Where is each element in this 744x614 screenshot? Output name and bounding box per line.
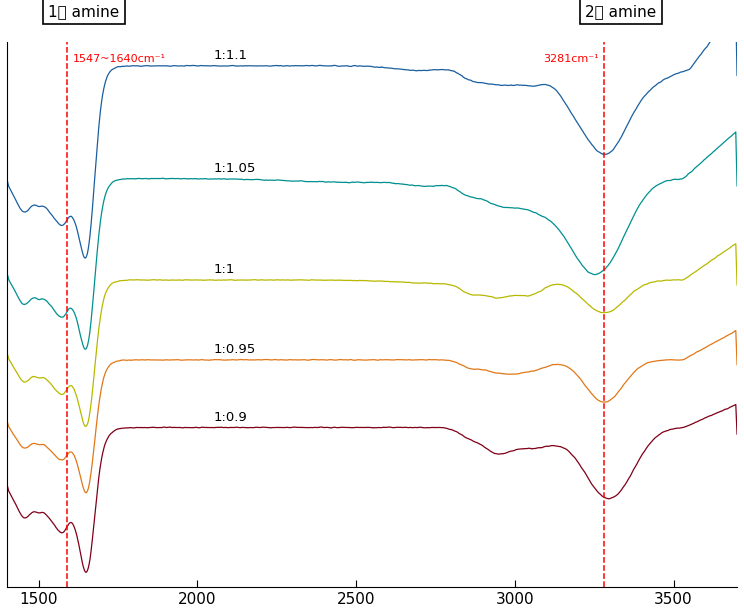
Text: 3281cm⁻¹: 3281cm⁻¹ [544,53,599,64]
Text: 1:0.9: 1:0.9 [214,411,247,424]
Text: 1차 amine: 1차 amine [48,4,120,19]
Text: 1:1: 1:1 [214,263,234,276]
Text: 1547~1640cm⁻¹: 1547~1640cm⁻¹ [73,53,166,64]
Text: 1:1.1: 1:1.1 [214,49,247,62]
Text: 1:0.95: 1:0.95 [214,343,255,356]
Text: 1:1.05: 1:1.05 [214,162,256,175]
Text: 2차 amine: 2차 amine [585,4,656,19]
